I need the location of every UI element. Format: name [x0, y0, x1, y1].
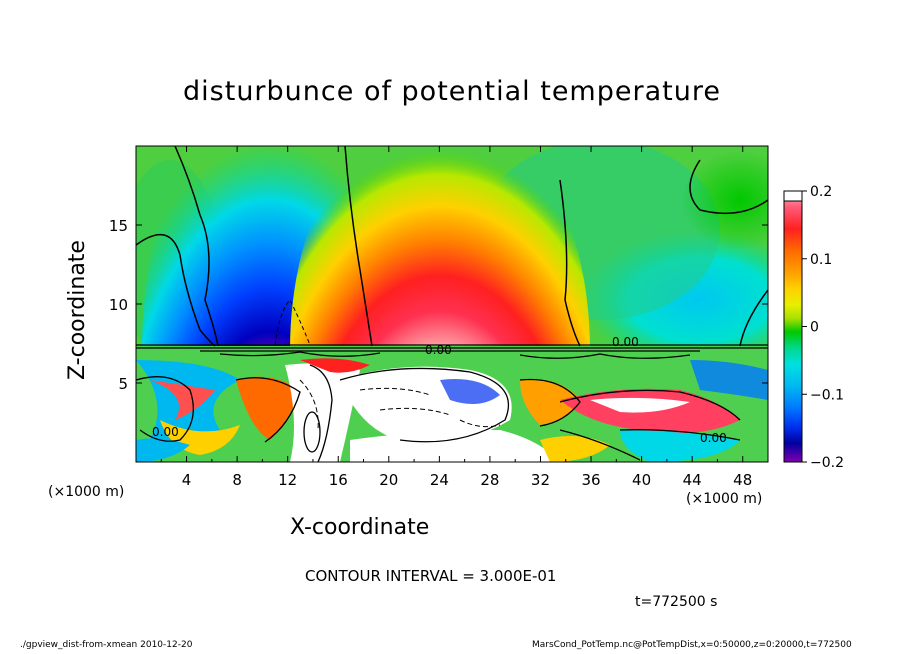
- colorbar-tick-label: 0.2: [810, 184, 832, 200]
- colorbar-ticks: 0.2 0.1 0 −0.1 −0.2: [802, 184, 844, 471]
- x-tick-label: 8: [232, 471, 242, 489]
- x-tick-label: 12: [278, 471, 297, 489]
- x-axis-label: X-coordinate: [290, 515, 430, 540]
- contour-label: 0.00: [612, 335, 639, 349]
- contour-interval-text: CONTOUR INTERVAL = 3.000E-01: [305, 567, 557, 585]
- contour-label: 0.00: [700, 431, 727, 445]
- x-tick-label: 48: [733, 471, 752, 489]
- colorbar-tick-label: −0.2: [810, 455, 844, 471]
- contour-label: 0.00: [152, 425, 179, 439]
- time-label: t=772500 s: [635, 594, 718, 610]
- x-tick-label: 40: [632, 471, 651, 489]
- x-tick-label: 36: [581, 471, 600, 489]
- chart-title: disturbunce of potential temperature: [183, 76, 721, 107]
- x-axis: 4 8 12 16 20 24 28 32 36 40 44 48: [160, 146, 752, 489]
- x-tick-label: 24: [430, 471, 449, 489]
- x-tick-label: 32: [531, 471, 550, 489]
- colorbar-tick-label: 0.1: [810, 252, 832, 268]
- colorbar-tick-label: −0.1: [810, 387, 844, 403]
- x-unit-label-left: (×1000 m): [48, 484, 125, 500]
- footer-right: MarsCond_PotTemp.nc@PotTempDist,x=0:5000…: [532, 640, 852, 650]
- contour-label: 0.00: [425, 343, 452, 357]
- y-tick-label: 10: [109, 296, 128, 314]
- x-unit-label-right: (×1000 m): [686, 491, 763, 507]
- footer-left: ./gpview_dist-from-xmean 2010-12-20: [20, 640, 193, 650]
- colorbar-tick-label: 0: [810, 320, 819, 336]
- x-tick-label: 28: [480, 471, 499, 489]
- y-tick-label: 15: [109, 217, 128, 235]
- heatmap-field: 0.00 0.00 0.00 0.00: [136, 146, 768, 462]
- colorbar: [783, 190, 803, 463]
- x-tick-label: 20: [379, 471, 398, 489]
- y-tick-label: 5: [118, 375, 128, 393]
- y-axis: 5 10 15: [109, 217, 768, 393]
- x-tick-label: 4: [182, 471, 192, 489]
- x-tick-label: 16: [329, 471, 348, 489]
- x-tick-label: 44: [683, 471, 702, 489]
- colorbar-top-cell: [783, 190, 803, 202]
- y-axis-label: Z-coordinate: [65, 240, 90, 380]
